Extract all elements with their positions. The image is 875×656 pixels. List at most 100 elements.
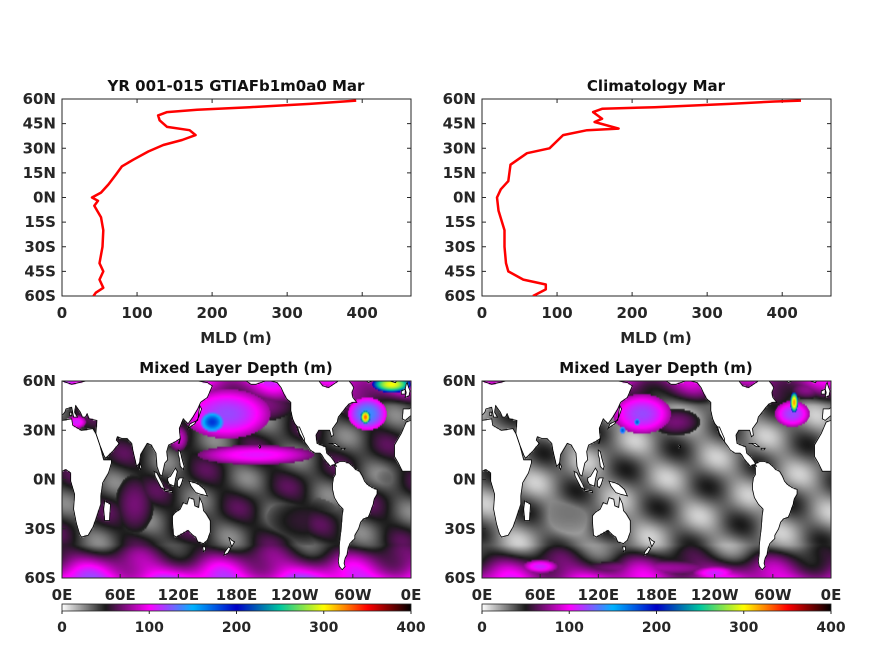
y-tick-label: 30S [24,238,56,256]
coastline [748,442,761,448]
y-tick-label: 45S [24,262,56,280]
profile-plot-area-climatology [481,98,832,297]
x-tick-label: 120E [158,586,200,604]
y-tick-label: 45S [444,262,476,280]
coastline [69,411,73,416]
colorbar-tick-label: 0 [57,620,67,636]
coastline [607,404,623,430]
colorbar-tick-label: 100 [135,620,164,636]
coastline [820,388,826,395]
continents-model [61,380,412,571]
colorbar-tick-label: 300 [309,620,338,636]
x-tick-label: 200 [616,304,647,322]
coastline [760,447,766,451]
profile-x-ticks-climatology: 0 100 200 300 400 [477,99,798,322]
map-y-ticks-climatology: 60N 30N 0N 30S 60S [443,372,486,587]
coastline [597,449,605,471]
map-x-ticks-climatology: 0E 60E 120E 180E 120W 60W 0E [472,574,842,604]
x-tick-label: 0 [57,304,67,322]
coastline [187,404,203,430]
coastline [177,449,185,471]
coastline [582,488,593,494]
map-title-climatology: Mixed Layer Depth (m) [559,359,752,377]
y-tick-label: 15N [23,164,56,182]
x-tick-label: 100 [121,304,152,322]
x-tick-label: 60E [105,586,136,604]
coastline [223,546,232,556]
x-tick-label: 400 [347,304,378,322]
coastline [61,380,213,477]
x-tick-label: 120E [578,586,620,604]
x-tick-label: 0E [821,586,842,604]
colorbar-tick-label: 100 [555,620,584,636]
y-tick-label: 60N [443,372,476,390]
y-tick-label: 60S [24,287,56,305]
coastline [258,444,262,450]
coastline [332,460,378,571]
profile-line-climatology [495,99,802,296]
y-tick-label: 0N [33,189,56,207]
coastline [489,411,493,416]
continents-climatology [481,380,832,571]
y-tick-label: 30N [23,421,56,439]
y-tick-label: 30N [443,421,476,439]
coastline [404,381,411,399]
y-tick-label: 30S [444,238,476,256]
coastline [592,496,631,544]
profile-y-ticks-climatology: 60N 45N 30N 15N 0N 15S 30S 45S 60S [443,90,831,305]
y-tick-label: 0N [453,189,476,207]
colorbar-tick-label: 200 [222,620,251,636]
colorbar-tick-label: 400 [816,620,845,636]
map-y-ticks-model: 60N 30N 0N 30S 60S [23,372,66,587]
coastline [103,500,111,521]
x-tick-label: 100 [541,304,572,322]
colorbar-model [62,604,411,611]
x-tick-label: 0 [477,304,487,322]
coastline [167,467,178,487]
profile-xlabel-model: MLD (m) [200,329,272,347]
y-tick-label: 15S [24,213,56,231]
profile-y-ticks-model: 60N 45N 30N 15N 0N 15S 30S 45S 60S [23,90,411,305]
profile-panel-model: YR 001-015 GTIAFb1m0a0 Mar 60N45N30N15N0… [23,77,412,347]
x-tick-label: 0E [472,586,493,604]
y-tick-label: 45N [23,115,56,133]
coastline [597,438,601,444]
x-tick-label: 0E [52,586,73,604]
coastline [523,500,531,521]
coastline [678,444,682,450]
coastline [481,380,633,477]
coastline [814,419,832,472]
y-tick-label: 60S [444,287,476,305]
coastline [340,447,346,451]
y-tick-label: 15S [444,213,476,231]
y-tick-label: 60S [444,569,476,587]
coastline [202,546,206,553]
y-tick-label: 30S [24,520,56,538]
coastline [648,536,656,548]
coastline [176,477,184,489]
coastline [296,426,305,443]
x-tick-label: 60W [754,586,792,604]
x-tick-label: 200 [196,304,227,322]
x-tick-label: 0E [401,586,422,604]
coastline [597,477,604,489]
colorbar-ticks-climatology: 0 100 200 300 400 [477,611,846,636]
colorbar-tick-label: 0 [477,620,487,636]
x-tick-label: 120W [691,586,739,604]
map-title-model: Mixed Layer Depth (m) [139,359,332,377]
coastline [587,467,598,487]
x-tick-label: 180E [216,586,258,604]
y-tick-label: 0N [33,471,56,489]
x-tick-label: 180E [636,586,678,604]
y-tick-label: 15N [443,164,476,182]
coastline [559,461,562,471]
coastline [172,496,211,544]
x-tick-label: 300 [272,304,303,322]
coastline [622,546,626,553]
colorbar-tick-label: 400 [396,620,425,636]
coastline [481,418,532,538]
profile-plot-area-model [61,98,412,297]
coastline [244,380,358,468]
